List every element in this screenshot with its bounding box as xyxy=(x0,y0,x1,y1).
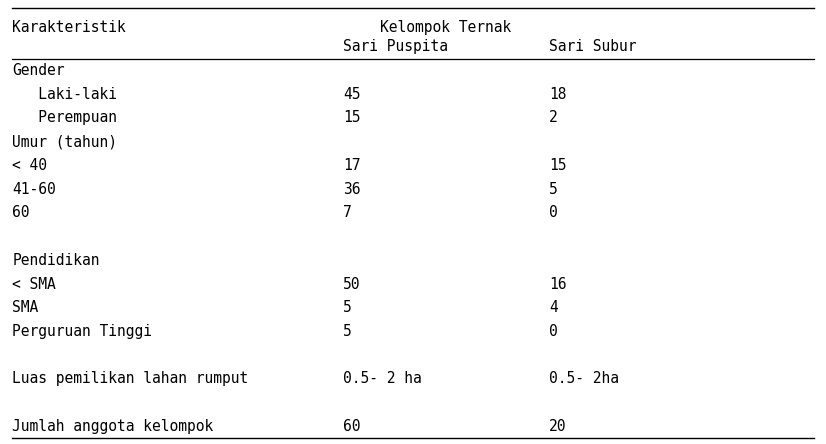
Text: 0: 0 xyxy=(549,324,558,339)
Text: 50: 50 xyxy=(343,277,360,292)
Text: Umur (tahun): Umur (tahun) xyxy=(12,134,117,149)
Text: < SMA: < SMA xyxy=(12,277,56,292)
Text: Laki-laki: Laki-laki xyxy=(12,87,117,102)
Text: Sari Puspita: Sari Puspita xyxy=(343,39,448,54)
Text: 15: 15 xyxy=(549,158,567,173)
Text: Luas pemilikan lahan rumput: Luas pemilikan lahan rumput xyxy=(12,372,249,386)
Text: 41-60: 41-60 xyxy=(12,182,56,197)
Text: 18: 18 xyxy=(549,87,567,102)
Text: Kelompok Ternak: Kelompok Ternak xyxy=(381,20,511,35)
Text: 45: 45 xyxy=(343,87,360,102)
Text: Perempuan: Perempuan xyxy=(12,111,117,125)
Text: Jumlah anggota kelompok: Jumlah anggota kelompok xyxy=(12,419,214,434)
Text: 36: 36 xyxy=(343,182,360,197)
Text: 4: 4 xyxy=(549,300,558,315)
Text: 5: 5 xyxy=(343,324,352,339)
Text: SMA: SMA xyxy=(12,300,39,315)
Text: 2: 2 xyxy=(549,111,558,125)
Text: 0.5- 2ha: 0.5- 2ha xyxy=(549,372,620,386)
Text: 5: 5 xyxy=(549,182,558,197)
Text: 20: 20 xyxy=(549,419,567,434)
Text: Karakteristik: Karakteristik xyxy=(12,20,126,35)
Text: 17: 17 xyxy=(343,158,360,173)
Text: 0.5- 2 ha: 0.5- 2 ha xyxy=(343,372,421,386)
Text: Perguruan Tinggi: Perguruan Tinggi xyxy=(12,324,152,339)
Text: 60: 60 xyxy=(343,419,360,434)
Text: 0: 0 xyxy=(549,205,558,220)
Text: Pendidikan: Pendidikan xyxy=(12,253,100,268)
Text: Gender: Gender xyxy=(12,63,65,78)
Text: 5: 5 xyxy=(343,300,352,315)
Text: 60: 60 xyxy=(12,205,30,220)
Text: 16: 16 xyxy=(549,277,567,292)
Text: < 40: < 40 xyxy=(12,158,47,173)
Text: Sari Subur: Sari Subur xyxy=(549,39,637,54)
Text: 7: 7 xyxy=(343,205,352,220)
Text: 15: 15 xyxy=(343,111,360,125)
